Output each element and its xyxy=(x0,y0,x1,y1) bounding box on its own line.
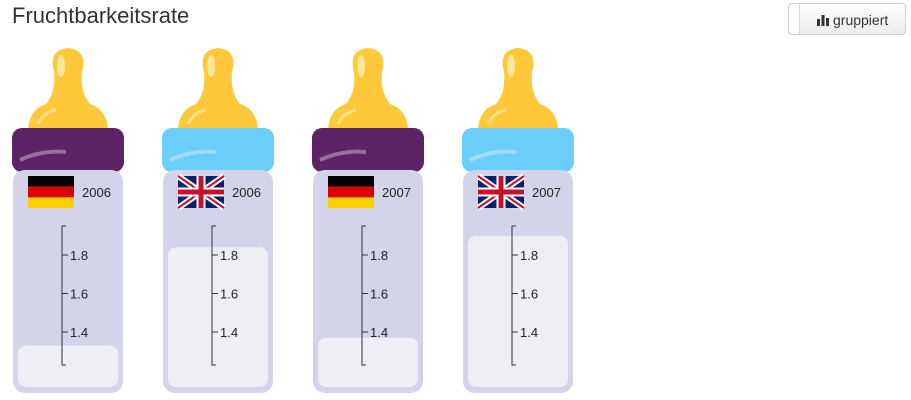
flag-stripe xyxy=(328,176,374,187)
y-tick-label: 1.6 xyxy=(370,287,388,302)
bottle-nipple xyxy=(478,48,558,132)
y-axis-line xyxy=(211,225,216,366)
toggle-handle[interactable] xyxy=(789,4,800,34)
bottle-cap xyxy=(312,128,424,172)
nipple-highlight xyxy=(57,55,65,77)
category-label: 2006 xyxy=(232,185,261,200)
bottle-body xyxy=(13,170,123,393)
y-tick-label: 1.6 xyxy=(520,287,538,302)
flag-stripe xyxy=(328,197,374,208)
y-tick-label: 1.4 xyxy=(370,325,388,340)
bottle-4: 2007 1.8 1.6 1.4 xyxy=(462,48,574,393)
cap-shine xyxy=(469,149,517,162)
flag-cross-red xyxy=(178,176,224,208)
y-tick-label: 1.8 xyxy=(70,248,88,263)
nipple-shine xyxy=(336,108,357,125)
de-flag-icon xyxy=(28,176,74,208)
cap-shine xyxy=(319,149,367,162)
y-tick-label: 1.8 xyxy=(220,248,238,263)
y-tick-label: 1.6 xyxy=(70,287,88,302)
category-label: 2007 xyxy=(532,185,561,200)
bottle-cap xyxy=(162,128,274,172)
cap-shine xyxy=(19,149,67,162)
flag-cross-red xyxy=(478,176,524,208)
de-flag-icon xyxy=(328,176,374,208)
y-tick-label: 1.8 xyxy=(520,248,538,263)
nipple-highlight xyxy=(357,55,365,77)
nipple-highlight xyxy=(207,55,215,77)
y-tick-label: 1.8 xyxy=(370,248,388,263)
nipple-highlight xyxy=(507,55,515,77)
y-tick-label: 1.4 xyxy=(220,325,238,340)
bottle-1: 2006 1.8 1.6 1.4 xyxy=(12,48,124,393)
y-axis-line xyxy=(361,225,366,366)
uk-flag-icon xyxy=(176,173,226,211)
bottle-cap xyxy=(12,128,124,172)
flag-stripe xyxy=(328,186,374,198)
bar-milk-level xyxy=(468,235,568,387)
category-label: 2006 xyxy=(82,185,111,200)
flag-stripe xyxy=(28,186,74,198)
uk-flag-icon xyxy=(476,173,526,211)
y-axis-line xyxy=(511,225,516,366)
category-label: 2007 xyxy=(382,185,411,200)
y-tick-label: 1.6 xyxy=(220,287,238,302)
y-tick-label: 1.4 xyxy=(70,325,88,340)
grouped-toggle-button[interactable]: gruppiert xyxy=(788,3,906,35)
bottle-3: 2007 1.8 1.6 1.4 xyxy=(312,48,424,393)
flag-stripe xyxy=(28,197,74,208)
bottle-nipple xyxy=(178,48,258,132)
y-axis-line xyxy=(61,225,66,366)
flag-stripe xyxy=(28,176,74,187)
bar-chart-icon xyxy=(817,15,829,26)
bottle-body xyxy=(313,170,423,393)
bottle-nipple xyxy=(28,48,108,132)
chart-title: Fruchtbarkeitsrate xyxy=(12,3,190,28)
nipple-shine xyxy=(36,108,57,125)
bar-milk-level xyxy=(18,345,118,387)
bar-milk-level xyxy=(168,247,268,387)
cap-shine xyxy=(169,149,217,162)
grouped-toggle-label: gruppiert xyxy=(833,12,889,28)
bottle-nipple xyxy=(328,48,408,132)
nipple-shine xyxy=(486,108,507,125)
bottle-2: 2006 1.8 1.6 1.4 xyxy=(162,48,274,393)
y-tick-label: 1.4 xyxy=(520,325,538,340)
bottle-cap xyxy=(462,128,574,172)
bar-milk-level xyxy=(318,337,418,387)
nipple-shine xyxy=(186,108,207,125)
